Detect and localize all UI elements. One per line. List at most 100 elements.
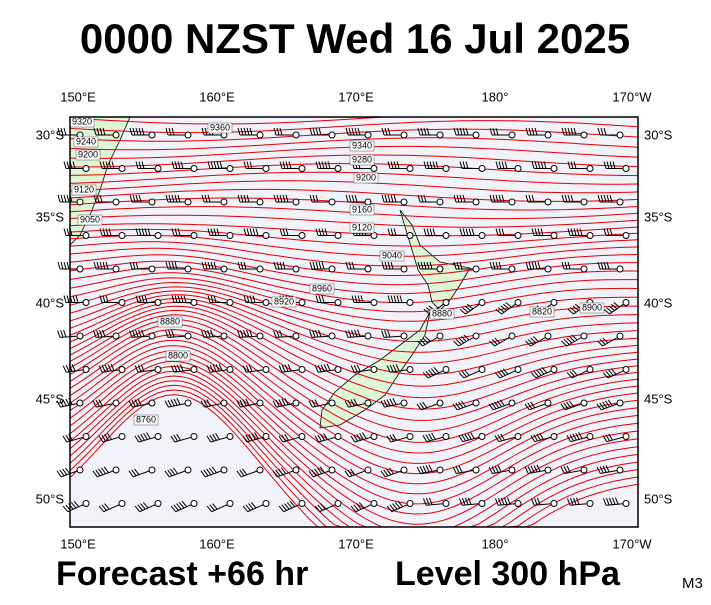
barb-flag [531,228,535,236]
barb [530,432,552,443]
barb-flag [488,403,494,411]
barb-flag [93,330,97,338]
barb-flag [345,261,349,270]
barb [531,228,551,236]
barb [597,127,617,136]
station [328,332,336,340]
barb-flag [65,434,71,442]
barb-flag [275,399,280,407]
barb-flag [560,466,565,474]
station [82,433,90,440]
barb [566,369,588,379]
barb-flag [461,370,467,378]
barb-flag [129,261,133,270]
barb-flag [422,337,429,344]
station [334,232,342,239]
barb-flag [140,364,145,372]
barb [237,194,257,203]
barb-flag [132,194,136,203]
barb-flag [350,399,355,407]
station [112,399,120,407]
barb-flag [386,468,392,476]
barb-flag [459,228,463,236]
barb-flag [251,433,256,440]
barb-flag [137,365,142,373]
barb-flag [345,330,349,338]
barb-flag [381,330,385,338]
barb-flag [536,369,542,376]
barb-flag [102,261,106,270]
barb [452,400,474,411]
barb-flag [467,303,474,310]
barb-flag [134,365,139,373]
barb [603,228,623,236]
barb-flag [603,261,607,270]
barb-flag [417,261,421,270]
barb-flag [65,365,70,373]
barb-flag [282,161,286,169]
barb-flag [249,127,253,136]
barb [243,228,263,236]
barb-flag [171,261,175,270]
barb [164,397,186,408]
contour-label: 8960 [312,283,332,293]
station [586,232,594,239]
barb-flag [388,467,395,475]
lon-label-bottom: 150°E [60,536,96,551]
station [154,500,162,507]
barb-flag [435,161,439,169]
barb-flag [176,364,181,372]
barb-flag [458,372,465,379]
barb-flag [417,194,421,203]
barb-flag [573,161,577,169]
barb [381,194,401,203]
barb-flag [237,330,241,338]
barb-flag [563,466,568,474]
barb [417,261,437,270]
station [292,332,300,340]
barb-flag [538,368,545,375]
barb-flag [132,330,136,338]
barb-flag [498,307,505,313]
barb-flag [495,308,502,315]
station [436,198,444,206]
station [478,500,486,507]
barb-flag [506,497,511,505]
station [148,399,156,407]
barb-flag [392,397,397,405]
station [514,165,522,172]
barb [92,466,114,478]
barb-flag [390,194,394,203]
barb-flag [206,365,211,373]
barb-flag [63,161,67,169]
station [334,500,342,507]
barb [165,127,185,136]
barb-flag [320,364,325,372]
barb [494,433,516,443]
barb [453,334,474,347]
barb-flag [278,435,284,443]
barb-flag [255,228,259,236]
barb [602,433,624,443]
contour-label: 8920 [274,296,294,306]
barb-flag [462,194,466,203]
barb-flag [317,434,323,442]
barb-flag [243,161,247,169]
barb [243,161,263,169]
barb [57,127,77,136]
barb-flag [459,127,463,136]
station [148,332,156,340]
station [544,399,552,407]
station [436,265,444,273]
barb-flag [319,466,325,474]
contour-label: 9280 [352,154,372,164]
barb-flag [171,127,175,136]
station [514,366,522,373]
station [514,433,522,440]
barb-flag [353,398,358,406]
barb-flag [578,432,583,439]
barb-flag [60,127,64,136]
barb-flag [534,127,538,136]
contour-line [69,365,639,525]
barb-flag [281,398,286,406]
